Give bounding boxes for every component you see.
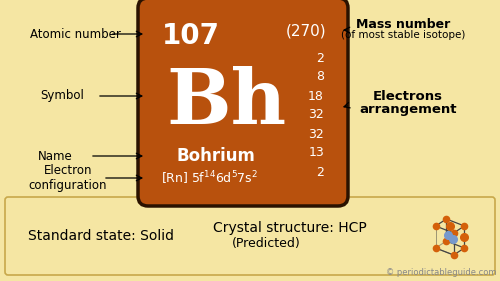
Text: Bohrium: Bohrium [176, 147, 256, 165]
Text: 32: 32 [308, 108, 324, 121]
Text: 18: 18 [308, 90, 324, 103]
Text: 13: 13 [308, 146, 324, 160]
Text: 32: 32 [308, 128, 324, 140]
FancyBboxPatch shape [138, 0, 348, 206]
Text: Symbol: Symbol [40, 90, 84, 103]
Text: © periodictableguide.com: © periodictableguide.com [386, 268, 496, 277]
Text: 2: 2 [316, 166, 324, 178]
FancyBboxPatch shape [5, 197, 495, 275]
Text: Standard state: Solid: Standard state: Solid [28, 229, 174, 243]
Text: Bh: Bh [166, 66, 286, 140]
Text: $\rm{[Rn]\ 5f^{14}6d^{5}7s^{2}}$: $\rm{[Rn]\ 5f^{14}6d^{5}7s^{2}}$ [162, 169, 258, 187]
Text: Electrons: Electrons [373, 90, 443, 103]
Text: Mass number: Mass number [356, 18, 450, 31]
Text: 107: 107 [162, 22, 220, 50]
Text: Electron
configuration: Electron configuration [29, 164, 107, 192]
Text: Atomic number: Atomic number [30, 28, 120, 40]
Text: 2: 2 [316, 51, 324, 65]
Text: (Predicted): (Predicted) [232, 237, 301, 250]
Text: arrangement: arrangement [359, 103, 457, 116]
Text: 8: 8 [316, 71, 324, 83]
Text: (270): (270) [286, 24, 326, 39]
Text: Name: Name [38, 149, 72, 162]
Text: (of most stable isotope): (of most stable isotope) [341, 30, 465, 40]
Text: Crystal structure: HCP: Crystal structure: HCP [213, 221, 367, 235]
